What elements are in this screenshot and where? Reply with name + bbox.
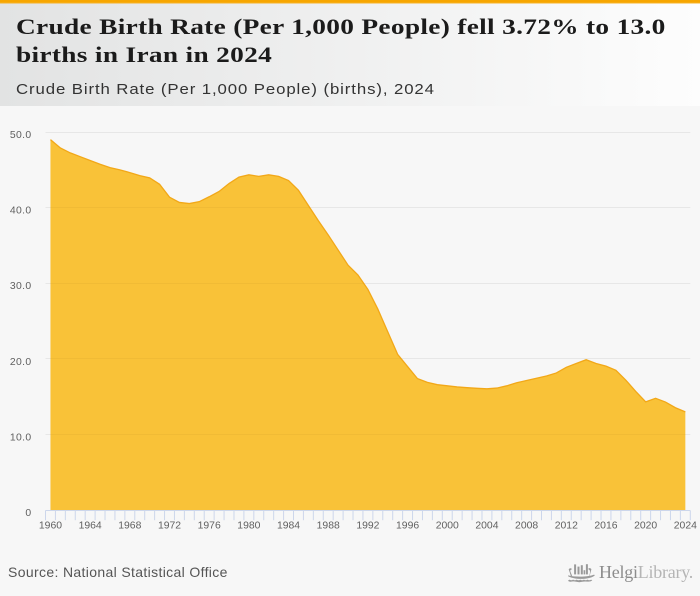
svg-text:40.0: 40.0 xyxy=(10,206,32,217)
svg-text:1968: 1968 xyxy=(118,521,141,532)
svg-text:2020: 2020 xyxy=(634,521,657,532)
svg-text:0: 0 xyxy=(25,508,31,519)
svg-text:1972: 1972 xyxy=(158,521,181,532)
svg-text:2012: 2012 xyxy=(555,521,578,532)
svg-text:1992: 1992 xyxy=(356,521,379,532)
svg-text:2016: 2016 xyxy=(594,521,617,532)
svg-text:1980: 1980 xyxy=(237,521,260,532)
svg-text:20.0: 20.0 xyxy=(10,357,32,368)
svg-text:1960: 1960 xyxy=(39,521,62,532)
svg-text:1976: 1976 xyxy=(198,521,221,532)
svg-text:30.0: 30.0 xyxy=(10,281,32,292)
svg-text:1996: 1996 xyxy=(396,521,419,532)
svg-text:10.0: 10.0 xyxy=(10,432,32,443)
svg-text:2008: 2008 xyxy=(515,521,538,532)
svg-text:1964: 1964 xyxy=(79,521,102,532)
svg-text:1984: 1984 xyxy=(277,521,300,532)
svg-text:2000: 2000 xyxy=(436,521,459,532)
svg-text:2024: 2024 xyxy=(674,521,697,532)
svg-text:2004: 2004 xyxy=(475,521,498,532)
svg-text:1988: 1988 xyxy=(317,521,340,532)
svg-text:50.0: 50.0 xyxy=(10,130,32,141)
